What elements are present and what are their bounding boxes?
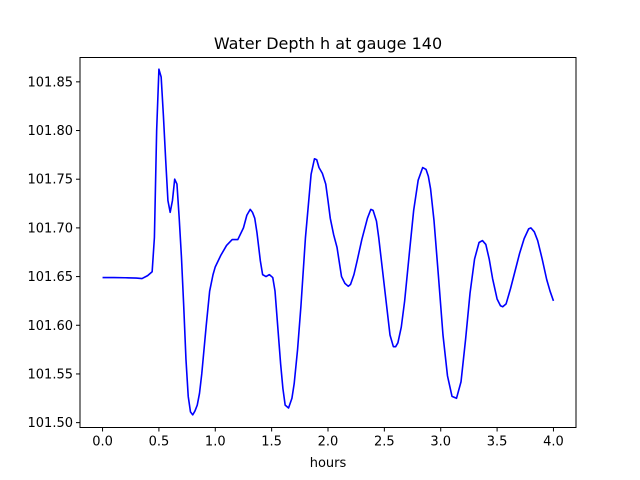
chart-title: Water Depth h at gauge 140 [214, 34, 442, 53]
x-axis-ticks: 0.0 0.5 1.0 1.5 2.0 2.5 3.0 3.5 4.0 [92, 427, 564, 450]
y-tick-label: 101.70 [28, 221, 74, 236]
plot-area [102, 68, 555, 416]
x-tick-label: 0.5 [149, 435, 170, 450]
plot-frame [79, 57, 577, 428]
x-tick-label: 2.5 [374, 435, 395, 450]
y-axis-ticks: 101.50 101.55 101.60 101.65 101.70 101.75 101.… [28, 75, 80, 431]
y-tick-label: 101.50 [28, 416, 74, 431]
y-tick-label: 101.80 [28, 124, 74, 139]
y-tick-label: 101.60 [28, 319, 74, 334]
x-axis-label: hours [310, 456, 347, 471]
x-tick-label: 4.0 [543, 435, 564, 450]
x-tick-label: 3.5 [487, 435, 508, 450]
y-tick-label: 101.65 [28, 270, 74, 285]
y-tick-label: 101.75 [28, 173, 74, 188]
series-line [102, 68, 555, 416]
x-tick-label: 0.0 [92, 435, 113, 450]
y-tick-label: 101.85 [28, 75, 74, 90]
x-tick-label: 3.0 [430, 435, 451, 450]
y-tick-label: 101.55 [28, 367, 74, 382]
x-tick-label: 1.0 [205, 435, 226, 450]
x-tick-label: 2.0 [318, 435, 339, 450]
x-tick-label: 1.5 [261, 435, 282, 450]
